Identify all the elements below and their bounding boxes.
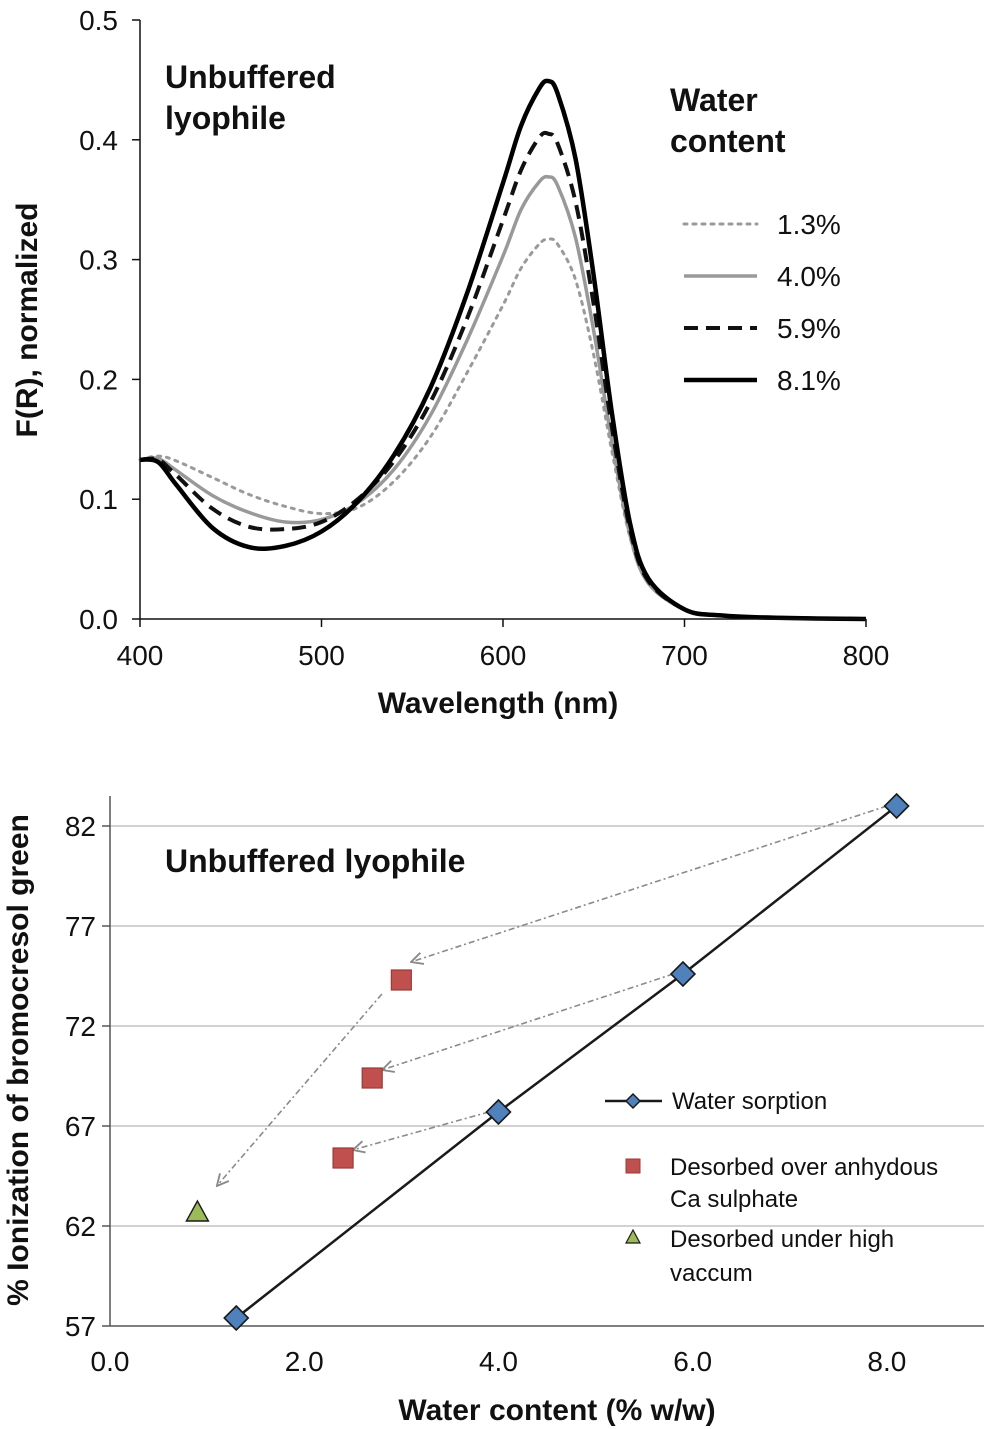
spectra-legend-items: 1.3% 4.0% 5.9% 8.1% (682, 209, 841, 396)
ionization-x-tick-label: 4.0 (479, 1346, 518, 1377)
spectra-x-tick-label: 800 (843, 640, 890, 671)
spectra-y-tick-label: 0.1 (79, 484, 118, 515)
desorption-arrow (217, 993, 383, 1186)
desorption-arrow (382, 973, 674, 1070)
legend-marker-water-sorption (624, 1092, 642, 1110)
spectra-y-tick-label: 0.2 (79, 364, 118, 395)
spectra-annotation-line-1: Unbuffered (165, 59, 336, 95)
spectra-tick-labels: 400 500 600 700 800 0.0 0.1 0.2 0.3 0.4 0.5 (79, 5, 889, 671)
spectra-y-tick-label: 0.4 (79, 125, 118, 156)
spectra-annotation-line-2: lyophile (165, 100, 286, 136)
ionization-y-tick-label: 72 (65, 1011, 96, 1042)
desorbed-ca-sulphate-point (361, 1067, 383, 1089)
legend-marker-desorbed-ca-sulphate (625, 1158, 641, 1174)
legend-label-1: 4.0% (777, 261, 841, 292)
ionization-x-tick-label: 0.0 (91, 1346, 130, 1377)
ionization-y-tick-label: 57 (65, 1311, 96, 1342)
spectra-series-layer (138, 78, 868, 622)
legend-label-desorbed-vacuum-2: vaccum (670, 1260, 753, 1287)
spectra-y-axis-title: F(R), normalized (11, 202, 44, 437)
ionization-x-tick-label: 6.0 (673, 1346, 712, 1377)
spectrum-line-3 (139, 78, 867, 622)
legend-title-line-1: Water (670, 82, 758, 118)
water-sorption-point (223, 1304, 250, 1332)
spectra-chart: 400 500 600 700 800 0.0 0.1 0.2 0.3 0.4 0.5 Wavele… (11, 5, 889, 720)
ionization-series-layer (185, 792, 910, 1332)
legend-label-desorbed-ca-sulphate-2: Ca sulphate (670, 1186, 798, 1213)
spectra-x-tick-label: 600 (480, 640, 527, 671)
spectra-x-tick-label: 700 (661, 640, 708, 671)
spectrum-line-1 (139, 174, 867, 621)
legend-title-line-2: content (670, 123, 786, 159)
legend-label-0: 1.3% (777, 209, 841, 240)
spectra-legend: Water content 1.3% 4.0% 5.9% 8.1% (670, 82, 841, 396)
legend-entry-water-sorption: Water sorption (605, 1088, 827, 1115)
ionization-gridlines (110, 825, 984, 1227)
spectra-x-tick-label: 500 (298, 640, 345, 671)
ionization-tick-labels: 0.0 2.0 4.0 6.0 8.0 57 62 67 72 77 82 (65, 811, 907, 1377)
desorption-arrow (411, 805, 888, 962)
desorption-arrow (353, 1111, 489, 1150)
legend-label-desorbed-ca-sulphate-1: Desorbed over anhydous (670, 1154, 938, 1181)
legend-label-3: 8.1% (777, 365, 841, 396)
ionization-x-axis-title: Water content (% w/w) (398, 1394, 715, 1427)
desorbed-vacuum-point (185, 1199, 210, 1222)
desorption-arrows (217, 805, 888, 1186)
water-sorption-line (235, 805, 898, 1319)
water-sorption-point (485, 1098, 512, 1126)
legend-entry-desorbed-ca-sulphate: Desorbed over anhydous Ca sulphate (625, 1154, 938, 1213)
legend-entry-desorbed-vacuum: Desorbed under high vaccum (624, 1226, 894, 1287)
water-sorption-point (883, 792, 910, 820)
ionization-axes (109, 796, 984, 1327)
ionization-x-tick-label: 8.0 (867, 1346, 906, 1377)
ionization-y-tick-label: 67 (65, 1111, 96, 1142)
legend-label-water-sorption: Water sorption (672, 1088, 827, 1115)
desorbed-ca-sulphate-point (390, 969, 412, 991)
ionization-y-tick-label: 62 (65, 1211, 96, 1242)
ionization-annotation: Unbuffered lyophile (165, 843, 465, 879)
ionization-x-tick-label: 2.0 (285, 1346, 324, 1377)
ionization-y-axis-title: % Ionization of bromocresol green (2, 814, 35, 1306)
desorbed-ca-sulphate-point (332, 1147, 354, 1169)
ionization-chart: 0.0 2.0 4.0 6.0 8.0 57 62 67 72 77 82 Water conten… (2, 792, 984, 1427)
spectra-y-tick-label: 0.3 (79, 245, 118, 276)
spectra-y-tick-label: 0.0 (79, 604, 118, 635)
ionization-y-tick-label: 77 (65, 911, 96, 942)
legend-label-2: 5.9% (777, 313, 841, 344)
legend-label-desorbed-vacuum-1: Desorbed under high (670, 1226, 894, 1253)
ionization-legend: Water sorption Desorbed over anhydous Ca… (605, 1088, 938, 1287)
spectrum-line-0 (138, 237, 868, 621)
spectra-x-axis-title: Wavelength (nm) (378, 687, 619, 720)
ionization-y-tick-label: 82 (65, 811, 96, 842)
legend-marker-desorbed-vacuum (624, 1228, 642, 1244)
spectra-y-tick-label: 0.5 (79, 5, 118, 36)
water-sorption-point (669, 960, 697, 988)
spectra-x-tick-label: 400 (117, 640, 164, 671)
